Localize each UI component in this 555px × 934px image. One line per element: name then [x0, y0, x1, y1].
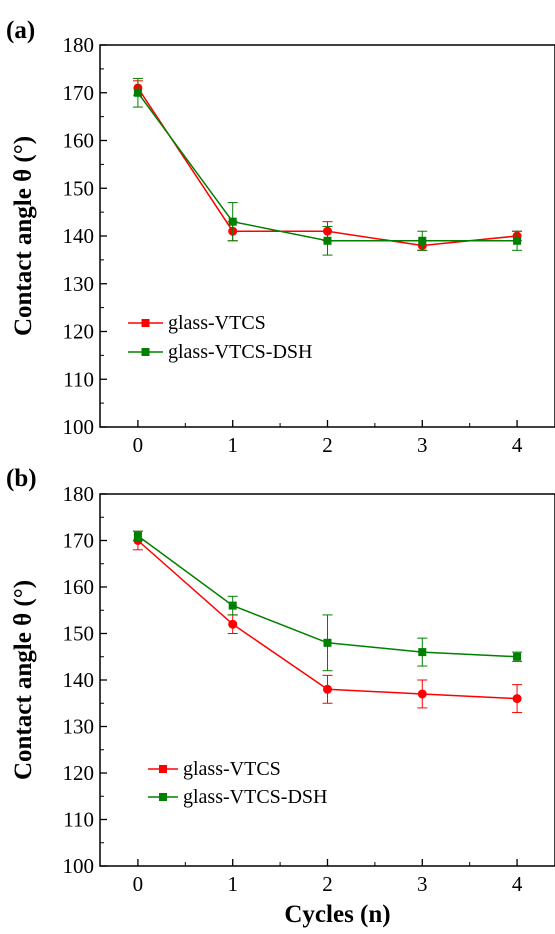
y-tick-label: 180 — [63, 33, 95, 57]
y-tick-label: 100 — [63, 415, 95, 439]
x-tick-label: 4 — [512, 872, 523, 896]
y-tick-label: 170 — [63, 81, 95, 105]
legend-marker — [141, 348, 150, 356]
y-tick-label: 120 — [63, 320, 95, 344]
series-glass-vtcs-dsh — [132, 77, 523, 256]
x-tick-label: 0 — [133, 872, 144, 896]
panel-label: (a) — [6, 17, 35, 44]
series-line — [137, 92, 518, 242]
y-axis-title: Contact angle θ (°) — [10, 136, 37, 336]
x-tick-label: 2 — [322, 872, 333, 896]
legend-entry: glass-VTCS — [148, 758, 281, 780]
legend-label: glass-VTCS-DSH — [183, 786, 327, 808]
y-tick-label: 160 — [63, 129, 95, 153]
data-point — [228, 217, 237, 226]
y-tick-label: 150 — [63, 622, 95, 646]
y-tick-label: 110 — [63, 367, 94, 391]
x-tick-label: 1 — [227, 433, 238, 457]
x-tick-label: 3 — [417, 872, 428, 896]
x-tick-label: 2 — [322, 433, 333, 457]
data-point — [133, 88, 142, 97]
y-tick-label: 140 — [63, 668, 95, 692]
x-tick-label: 3 — [417, 433, 428, 457]
x-tick-label: 0 — [133, 433, 144, 457]
chart-panel-a: (a) 100 110 120 130 140 150 160 170 180 0 1 2 3 4 Conta… — [6, 17, 555, 457]
x-tick-label: 1 — [227, 872, 238, 896]
data-point — [228, 601, 237, 610]
legend-marker — [159, 793, 167, 801]
data-point — [512, 694, 522, 704]
data-point — [323, 684, 332, 694]
data-point — [323, 638, 332, 647]
y-tick-label: 150 — [63, 176, 95, 200]
y-tick-label: 120 — [63, 761, 95, 785]
y-tick-label: 180 — [63, 482, 95, 506]
data-point — [513, 652, 522, 661]
y-axis-title: Contact angle θ (°) — [10, 580, 37, 780]
legend-label: glass-VTCS — [183, 758, 281, 780]
legend-marker — [141, 319, 150, 327]
y-tick-label: 160 — [63, 575, 95, 599]
y-tick-label: 140 — [63, 224, 95, 248]
chart-panel-b: (b) 100 110 120 130 140 150 160 170 180 0 1 2 3 4 Conta… — [6, 465, 555, 928]
data-point — [228, 619, 238, 629]
data-point — [513, 236, 522, 245]
series-glass-vtcs-dsh — [132, 530, 523, 672]
legend-label: glass-VTCS — [168, 312, 266, 334]
legend-entry: glass-VTCS-DSH — [148, 786, 327, 808]
data-point — [417, 689, 427, 699]
data-point — [418, 236, 427, 245]
legend-entry: glass-VTCS — [128, 312, 266, 334]
x-tick-label: 4 — [512, 433, 523, 457]
y-tick-label: 110 — [63, 808, 94, 832]
y-tick-label: 130 — [63, 715, 95, 739]
legend-entry: glass-VTCS-DSH — [128, 341, 312, 363]
data-point — [323, 236, 332, 245]
legend-marker — [159, 765, 167, 773]
y-tick-label: 130 — [63, 272, 95, 296]
data-point — [418, 648, 427, 657]
y-tick-label: 170 — [63, 529, 95, 553]
panel-label: (b) — [6, 465, 37, 492]
y-tick-label: 100 — [63, 854, 95, 878]
data-point — [133, 531, 142, 540]
legend-label: glass-VTCS-DSH — [168, 341, 312, 363]
x-axis-title: Cycles (n) — [284, 901, 390, 928]
